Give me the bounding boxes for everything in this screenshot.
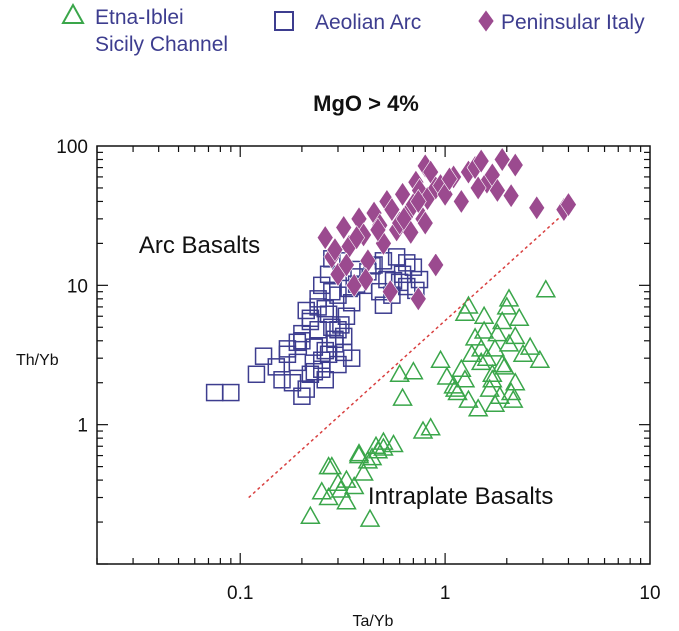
x-tick-label: 10 <box>639 583 660 604</box>
chart-title: MgO > 4% <box>313 91 419 116</box>
x-tick-label: 1 <box>440 583 451 604</box>
y-tick-label: 100 <box>56 137 88 158</box>
legend-diamond-icon <box>478 10 494 32</box>
legend-entry-aeolian-arc: Aeolian Arc <box>275 11 421 34</box>
reference-line <box>249 210 569 498</box>
legend-entry-peninsular-italy: Peninsular Italy <box>478 10 645 34</box>
y-tick-label: 10 <box>67 276 88 297</box>
data-point-triangle <box>301 507 319 523</box>
data-point-square <box>223 385 239 401</box>
data-point-diamond <box>453 189 469 213</box>
data-point-triangle <box>323 458 341 474</box>
legend-label-etna-iblei-line1: Etna-Iblei <box>95 6 184 29</box>
data-point-square <box>405 259 421 275</box>
data-point-triangle <box>337 493 355 509</box>
series-peninsular-italy <box>317 148 576 311</box>
data-point-square <box>207 385 223 401</box>
data-point-triangle <box>361 510 379 526</box>
legend-label-etna-iblei-line2: Sicily Channel <box>95 33 228 56</box>
legend: Etna-Iblei Sicily Channel Aeolian Arc Pe… <box>63 5 645 56</box>
data-point-diamond <box>507 153 523 177</box>
data-point-triangle <box>510 309 528 325</box>
data-point-triangle <box>394 389 412 405</box>
x-axis-label: Ta/Yb <box>353 613 394 630</box>
data-point-triangle <box>355 464 373 480</box>
data-point-square <box>412 272 428 288</box>
y-axis-label: Th/Yb <box>16 352 59 369</box>
data-point-diamond <box>428 253 444 277</box>
data-point-triangle <box>432 351 450 367</box>
data-point-diamond <box>503 184 519 208</box>
data-point-diamond <box>529 196 545 220</box>
legend-entry-etna-iblei: Etna-Iblei Sicily Channel <box>63 5 228 56</box>
legend-label-peninsular-italy: Peninsular Italy <box>501 11 645 34</box>
legend-triangle-icon <box>63 5 83 23</box>
x-tick-label: 0.1 <box>227 583 253 604</box>
data-point-triangle <box>320 458 338 474</box>
data-point-square <box>294 333 310 349</box>
data-point-triangle <box>404 363 422 379</box>
annotation-intraplate-basalts: Intraplate Basalts <box>368 483 553 510</box>
data-point-triangle <box>537 281 555 297</box>
data-point-triangle <box>452 360 470 376</box>
data-point-square <box>248 366 264 382</box>
y-tick-label: 1 <box>77 416 88 437</box>
data-point-diamond <box>494 148 510 172</box>
data-point-triangle <box>500 290 518 306</box>
annotation-arc-basalts: Arc Basalts <box>139 232 260 259</box>
data-point-triangle <box>414 422 432 438</box>
data-point-triangle <box>456 304 474 320</box>
data-point-square <box>399 255 415 271</box>
legend-label-aeolian-arc: Aeolian Arc <box>315 11 421 34</box>
data-point-triangle <box>422 419 440 435</box>
data-point-square <box>256 348 272 364</box>
legend-square-icon <box>275 12 293 30</box>
